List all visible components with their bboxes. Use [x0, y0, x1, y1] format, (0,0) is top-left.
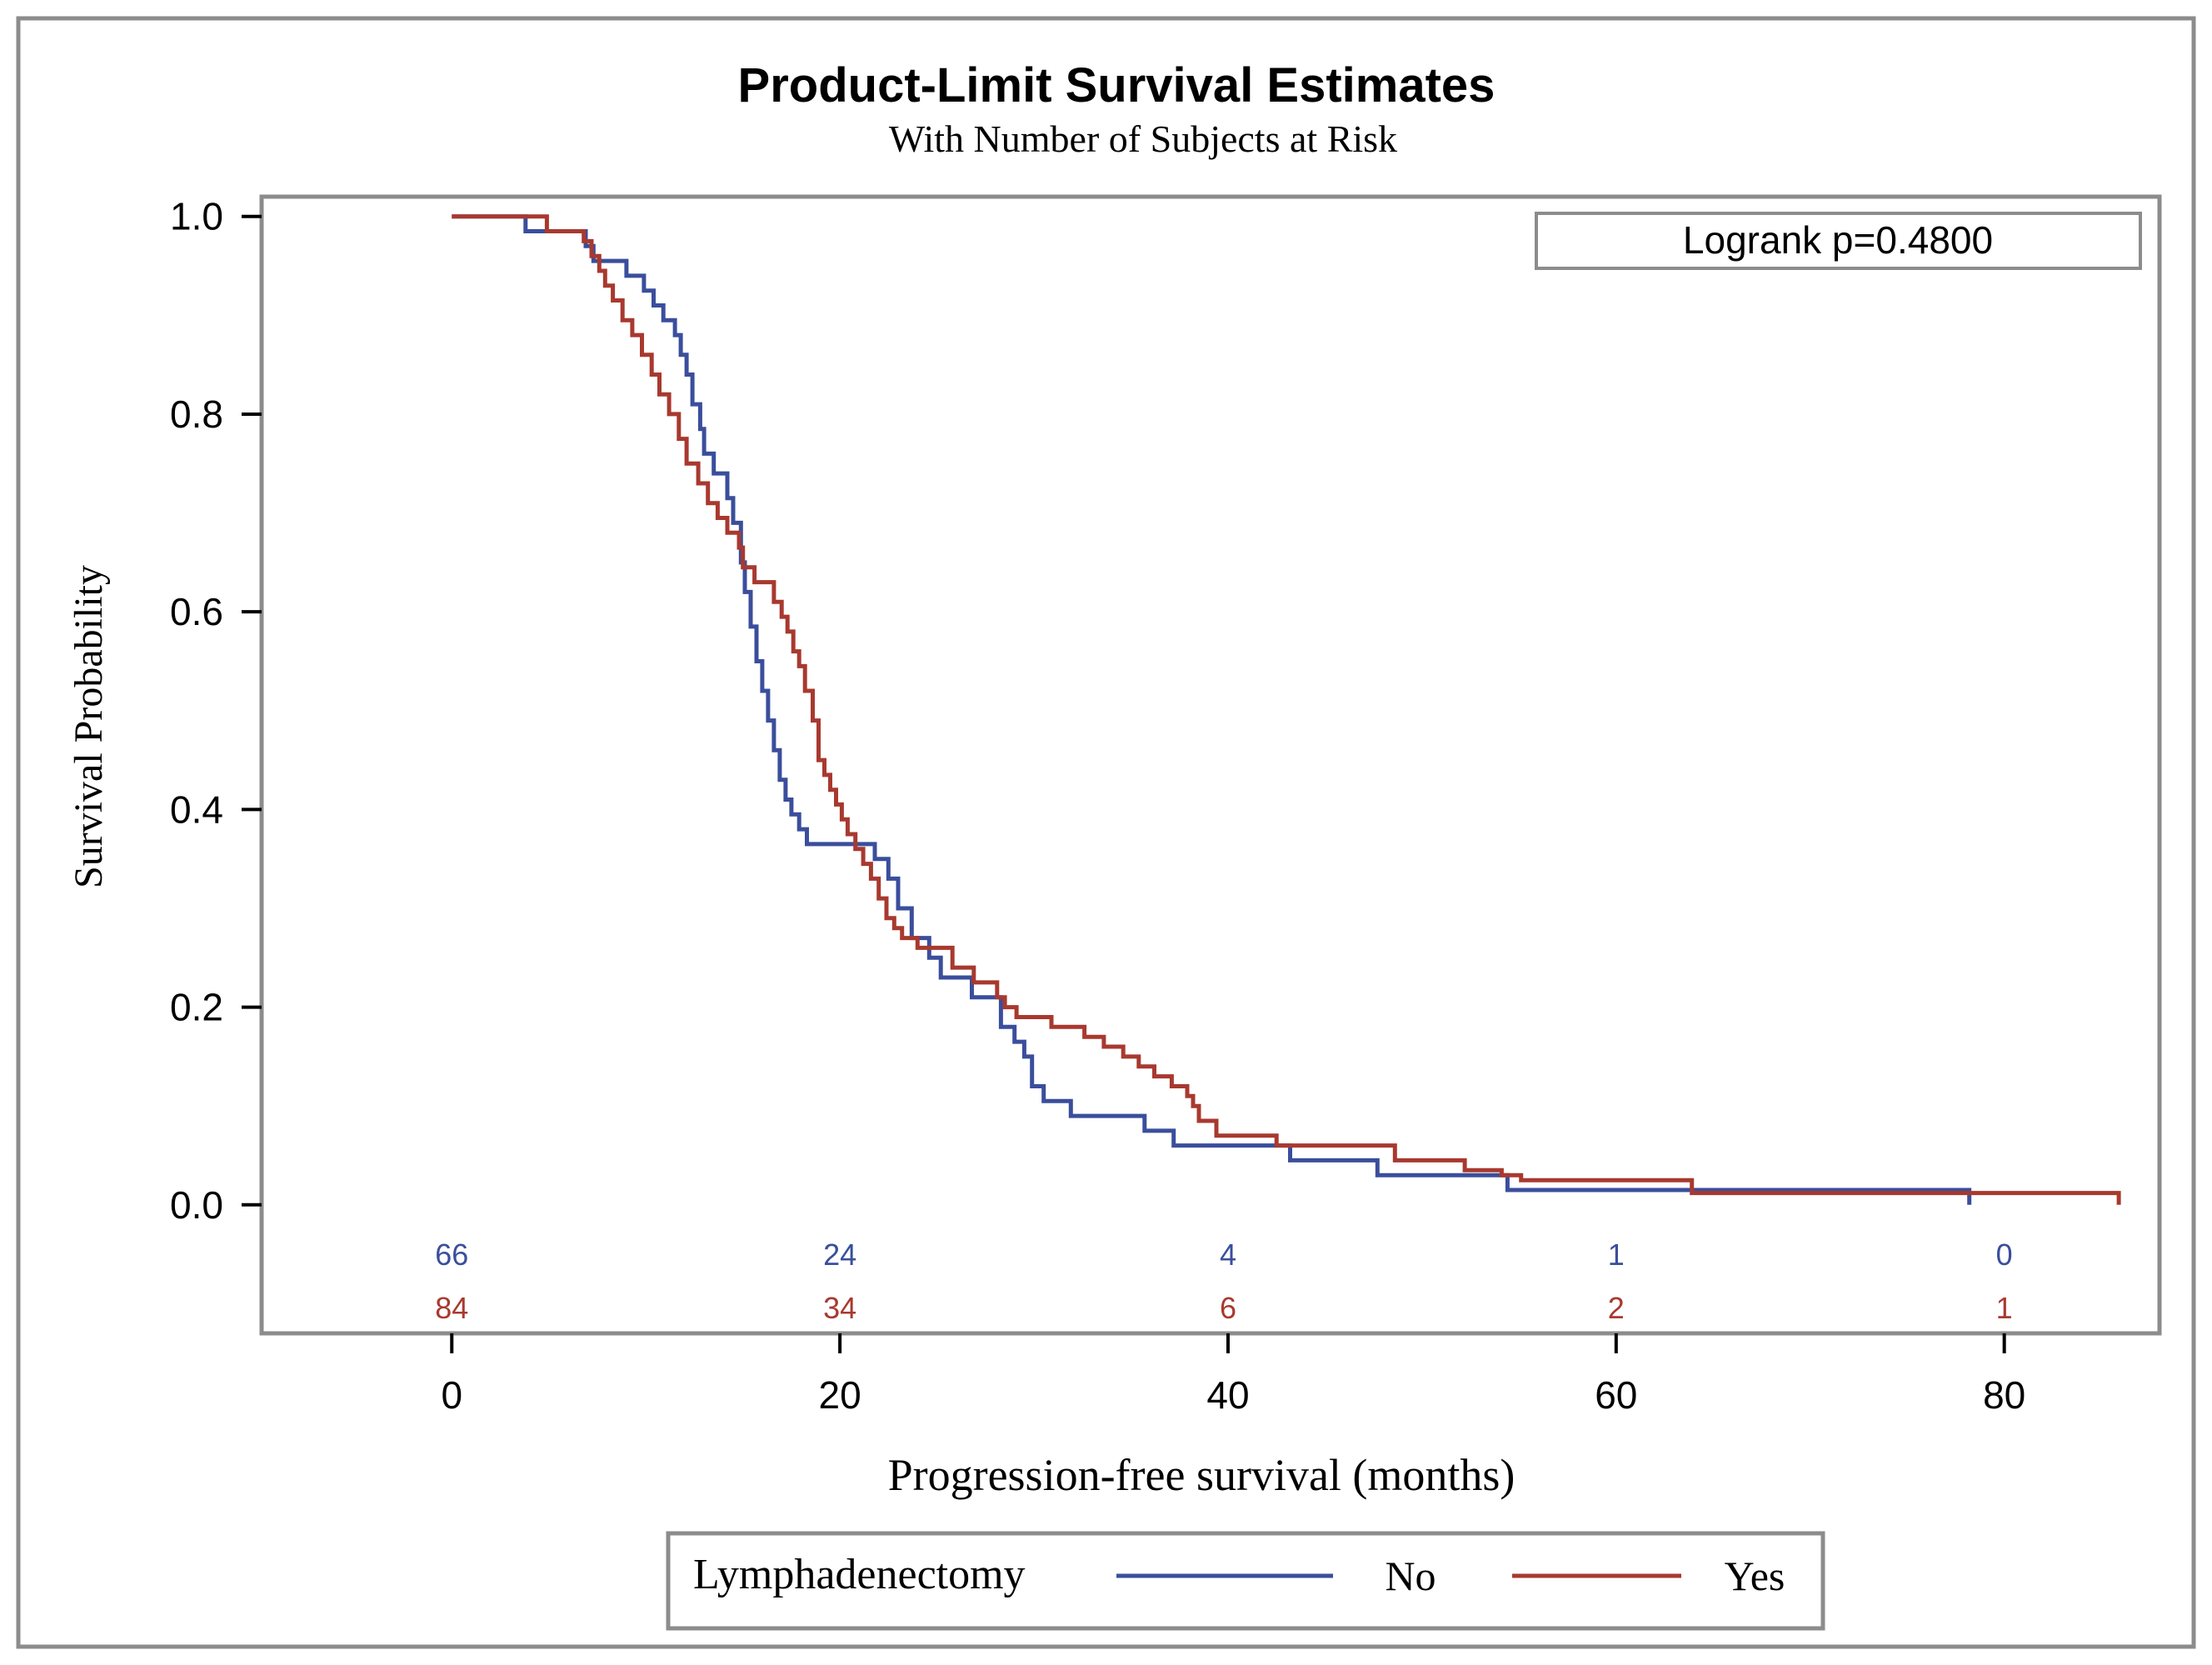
x-axis-label: Progression-free survival (months) [888, 1450, 1515, 1500]
y-axis: 0.0 0.2 0.4 0.6 0.8 1.0 [170, 195, 262, 1227]
x-tick-label: 0 [441, 1373, 462, 1417]
x-axis: 0 20 40 60 80 [441, 1333, 2025, 1417]
y-axis-label: Survival Probability [67, 565, 111, 888]
logrank-annotation: Logrank p=0.4800 [1683, 218, 1993, 262]
x-tick-label: 40 [1206, 1373, 1249, 1417]
at-risk-count-no: 1 [1608, 1238, 1625, 1272]
legend-label-no: No [1385, 1552, 1436, 1599]
y-tick-label: 0.4 [170, 788, 223, 831]
y-tick-label: 0.0 [170, 1183, 223, 1227]
legend-frame [666, 1531, 1825, 1631]
at-risk-count-yes: 1 [1996, 1291, 2013, 1325]
at-risk-count-no: 66 [435, 1238, 468, 1272]
at-risk-count-yes: 6 [1220, 1291, 1236, 1325]
at-risk-table: 66 24 4 1 0 84 34 6 2 1 [435, 1238, 2012, 1325]
chart-title: Product-Limit Survival Estimates [738, 58, 1495, 112]
at-risk-count-no: 4 [1220, 1238, 1236, 1272]
x-tick-label: 20 [819, 1373, 861, 1417]
at-risk-count-yes: 34 [823, 1291, 856, 1325]
plot-frame [259, 194, 2162, 1336]
series-line-yes [452, 214, 2121, 1205]
chart-subtitle: With Number of Subjects at Risk [889, 118, 1397, 160]
legend-title: Lymphadenectomy [693, 1551, 1026, 1598]
logrank-box [1535, 212, 2142, 270]
series-line-no [452, 214, 1972, 1205]
outer-frame [16, 16, 2196, 1649]
at-risk-count-yes: 2 [1608, 1291, 1625, 1325]
legend-label-yes: Yes [1725, 1552, 1785, 1599]
x-tick-label: 80 [1983, 1373, 2025, 1417]
legend: Lymphadenectomy No Yes [666, 1531, 1825, 1631]
y-tick-label: 0.2 [170, 986, 223, 1029]
at-risk-count-yes: 84 [435, 1291, 468, 1325]
series-layer [452, 214, 2121, 1205]
at-risk-count-no: 0 [1996, 1238, 2013, 1272]
at-risk-count-no: 24 [823, 1238, 856, 1272]
x-tick-label: 60 [1595, 1373, 1637, 1417]
y-tick-label: 0.8 [170, 392, 223, 436]
y-tick-label: 1.0 [170, 195, 223, 238]
y-tick-label: 0.6 [170, 590, 223, 633]
